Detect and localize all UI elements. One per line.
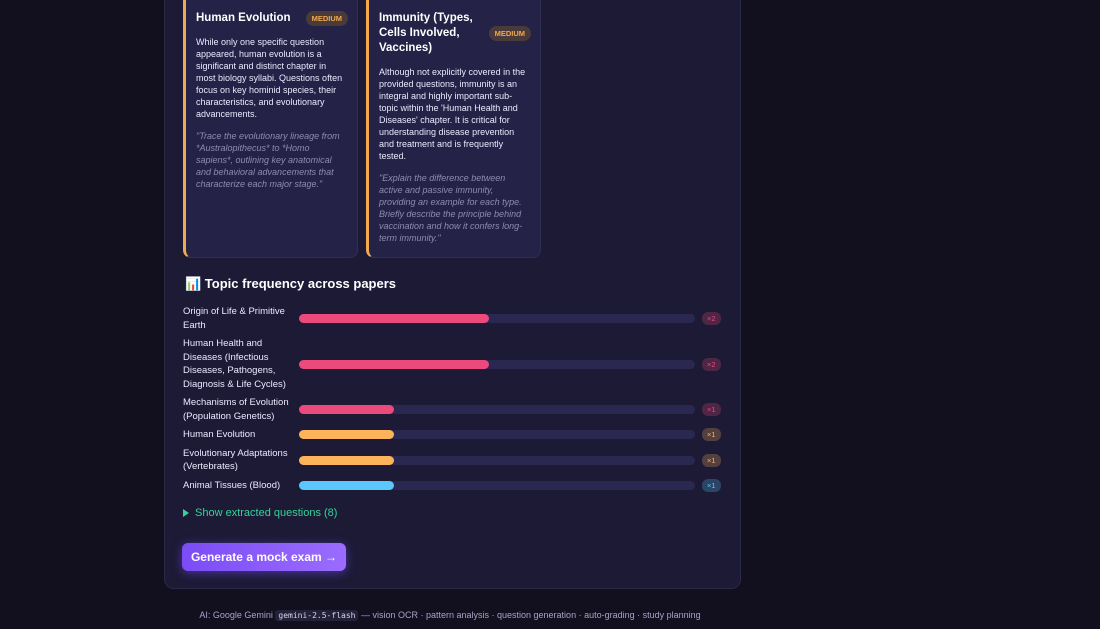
card-description: Although not explicitly covered in the p… — [379, 67, 526, 161]
card-description: While only one specific question appeare… — [196, 37, 343, 119]
show-questions-toggle[interactable]: Show extracted questions (8) — [183, 507, 337, 519]
value-label: ×1 — [702, 403, 721, 416]
category-label: Animal Tissues (Blood) — [183, 479, 281, 491]
chart-row: Human Evolution ×1 — [183, 428, 728, 442]
footer-suffix: — vision OCR · pattern analysis · questi… — [360, 610, 701, 620]
chart-row: Mechanisms of Evolution (Population Gene… — [183, 396, 728, 423]
chart-row: Animal Tissues (Blood) ×1 — [183, 478, 728, 493]
toggle-arrow — [183, 509, 189, 517]
value-label: ×2 — [702, 357, 721, 371]
category-label: Evolutionary Adaptations (Vertebrates) — [183, 447, 288, 473]
difficulty-badge: MEDIUM — [488, 26, 531, 41]
bar — [299, 480, 395, 490]
bar-track — [299, 359, 695, 369]
sample-question: "Explain the difference between active a… — [379, 173, 523, 243]
bar-track — [299, 480, 695, 490]
value-label: ×2 — [702, 312, 721, 325]
topic-card: Immunity (Types, Cells Involved, Vaccine… — [366, 0, 541, 258]
bar — [299, 359, 490, 369]
mock-exam-button[interactable]: Generate a mock exam → — [182, 543, 346, 571]
card-title: Human Evolution — [196, 12, 291, 24]
bar-track — [299, 405, 695, 414]
chart-title: 📊 Topic frequency across papers — [185, 276, 397, 291]
sample-question: "Trace the evolutionary lineage from *Au… — [196, 131, 340, 189]
bar — [299, 405, 395, 414]
model-chip: gemini-2.5-flash — [275, 610, 359, 621]
bar — [299, 455, 395, 465]
card-title: Immunity (Types, Cells Involved, Vaccine… — [379, 12, 473, 54]
chart-row: Origin of Life & Primitive Earth ×2 — [183, 305, 728, 332]
frequency-chart: Origin of Life & Primitive Earth ×2 Human … — [183, 305, 728, 492]
footer-prefix: AI: Google Gemini — [199, 610, 273, 620]
value-label: ×1 — [702, 453, 721, 467]
bar-track — [299, 455, 695, 465]
footer: AI: Google Gemini gemini-2.5-flash — vis… — [0, 610, 900, 621]
category-label: Human Health and Diseases (Infectious Di… — [183, 338, 286, 390]
bar — [299, 314, 490, 323]
bar-track — [299, 430, 695, 440]
bar — [299, 430, 395, 440]
bar-track — [299, 314, 695, 323]
value-label: ×1 — [702, 428, 721, 442]
category-label: Origin of Life & Primitive Earth — [183, 306, 285, 331]
category-label: Mechanisms of Evolution (Population Gene… — [183, 397, 289, 422]
topic-card: Human Evolution MEDIUM While only one spe… — [183, 0, 358, 258]
value-label: ×1 — [702, 478, 721, 492]
category-label: Human Evolution — [183, 429, 256, 440]
toggle-label: Show extracted questions (8) — [195, 507, 338, 519]
chart-row: Human Health and Diseases (Infectious Di… — [183, 337, 728, 391]
chart-row: Evolutionary Adaptations (Vertebrates) ×1 — [183, 447, 728, 474]
difficulty-badge: MEDIUM — [305, 11, 348, 26]
